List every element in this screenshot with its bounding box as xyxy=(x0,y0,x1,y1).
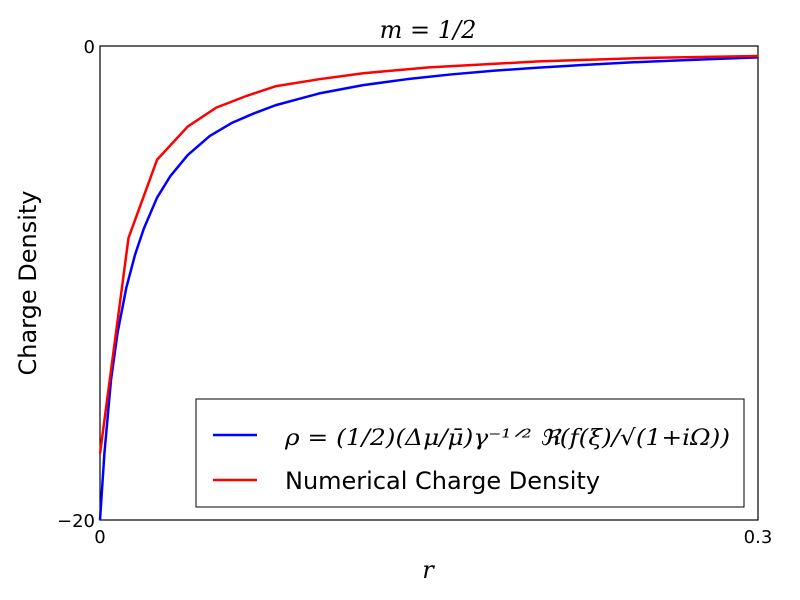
x-axis-label: r xyxy=(422,556,435,584)
x-tick-label-0.3: 0.3 xyxy=(744,527,773,548)
legend-label-analytic: ρ = (1/2)(Δμ/μ̄)γ⁻¹ᐟ² ℜ(f(ξ)/√(1+iΩ)) xyxy=(284,426,730,451)
series-line-analytic xyxy=(98,56,759,521)
x-tick-label-0: 0 xyxy=(94,527,105,548)
y-tick-label-minus-20: −20 xyxy=(57,511,95,532)
legend: ρ = (1/2)(Δμ/μ̄)γ⁻¹ᐟ² ℜ(f(ξ)/√(1+iΩ)) Nu… xyxy=(195,398,745,508)
y-tick-label-0: 0 xyxy=(84,37,95,58)
series-line-numerical xyxy=(98,54,759,454)
legend-label-numerical: Numerical Charge Density xyxy=(285,467,600,495)
y-axis-label: Charge Density xyxy=(14,191,42,376)
chart-title: m = 1/2 xyxy=(380,16,477,44)
series-group xyxy=(98,54,759,521)
legend-box xyxy=(195,398,745,508)
